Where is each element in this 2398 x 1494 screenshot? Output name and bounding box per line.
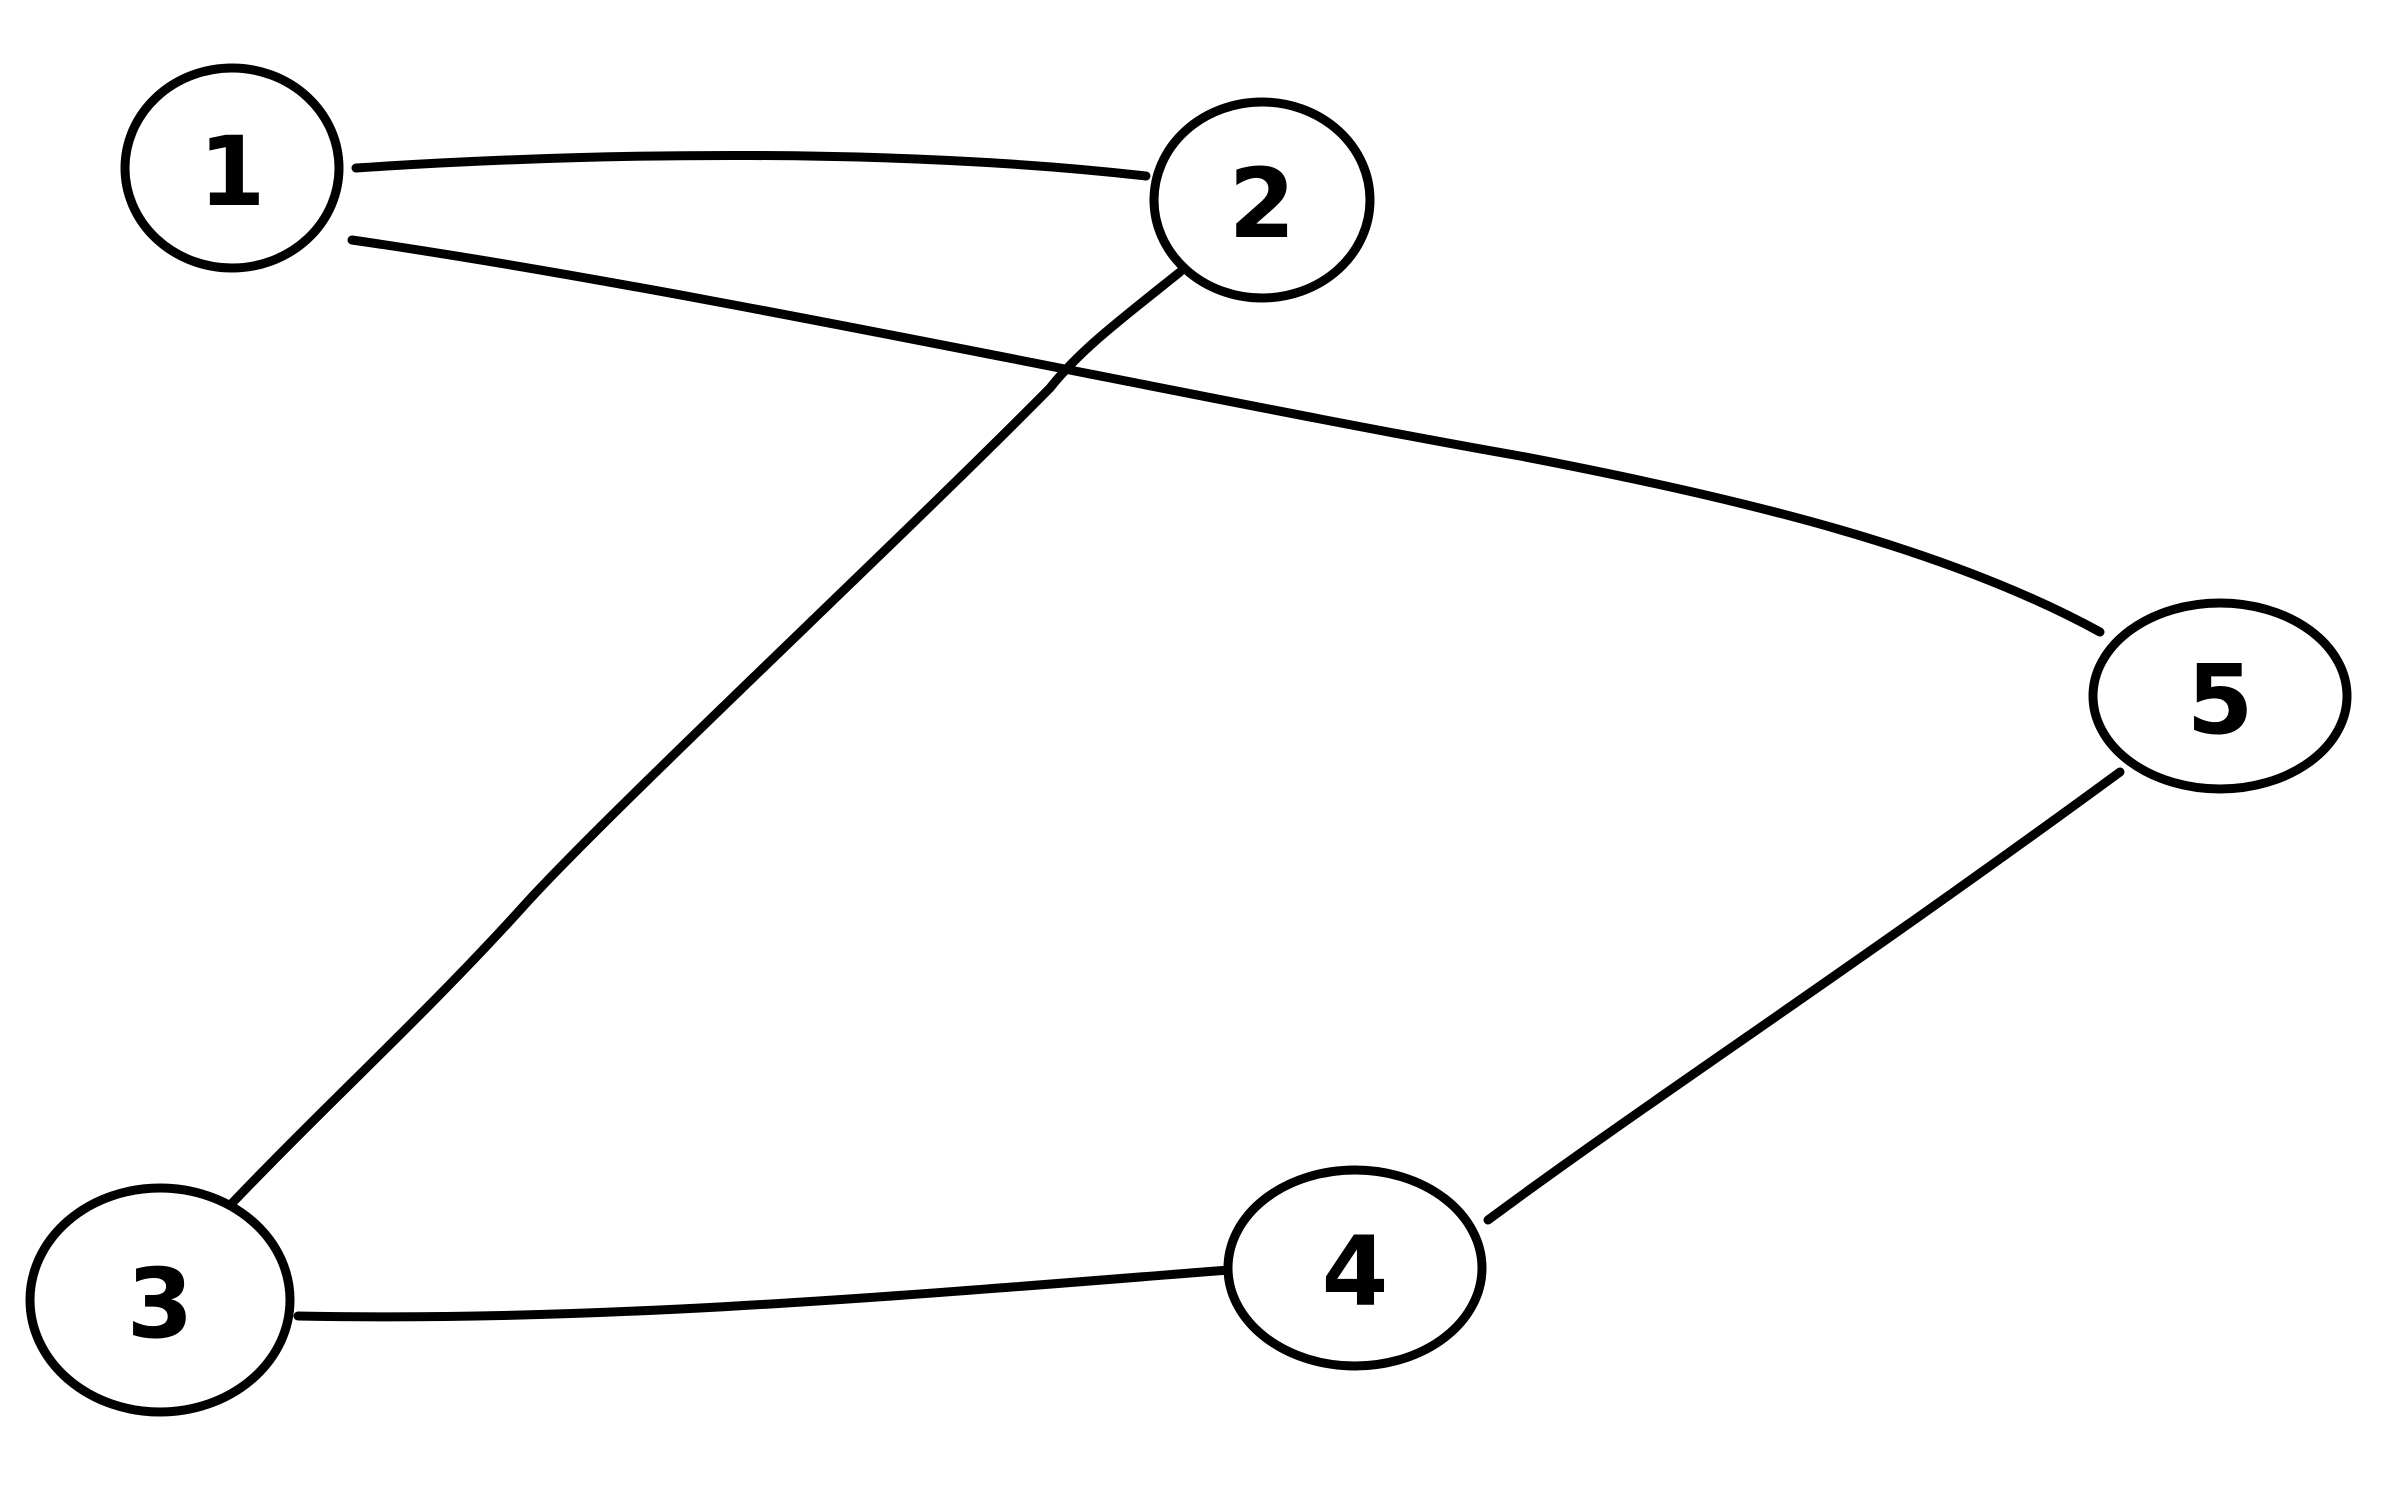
- node-1: 1: [120, 63, 344, 273]
- edge-4-5: [1483, 767, 2125, 1225]
- node-circle: [1149, 97, 1375, 303]
- node-circle: [1223, 1165, 1487, 1371]
- edge-1-5: [347, 235, 2105, 637]
- nodes-layer: 1 2 3 4 5: [25, 63, 2352, 1417]
- node-label: 4: [1322, 1216, 1389, 1328]
- node-2: 2: [1149, 97, 1375, 303]
- node-label: 3: [127, 1248, 194, 1360]
- node-circle: [120, 63, 344, 273]
- node-4: 4: [1223, 1165, 1487, 1371]
- edge-1-2: [351, 150, 1151, 181]
- edge-3-4: [293, 1265, 1233, 1322]
- node-label: 2: [1229, 148, 1296, 260]
- node-circle: [2088, 598, 2352, 794]
- node-5: 5: [2088, 598, 2352, 794]
- node-circle: [25, 1183, 295, 1417]
- edge-2-3: [213, 267, 1185, 1223]
- edges-layer: [213, 150, 2125, 1322]
- node-3: 3: [25, 1183, 295, 1417]
- node-label: 5: [2187, 644, 2254, 756]
- node-label: 1: [199, 116, 266, 228]
